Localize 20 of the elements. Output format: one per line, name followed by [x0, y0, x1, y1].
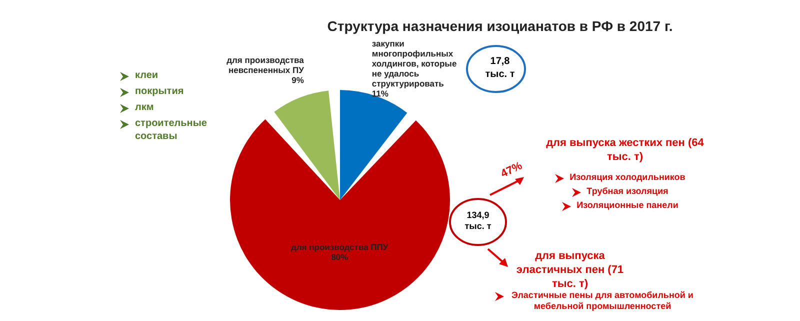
text: Изоляция холодильников	[570, 172, 686, 184]
slice-label: закупки многопрофильных холдингов, которые не удалось структурировать	[372, 38, 457, 88]
slice-label: для производства невспененных ПУ	[226, 54, 305, 75]
text: для выпуска эластичных пен (71 тыс. т)	[515, 250, 625, 291]
text: покрытия	[135, 86, 184, 98]
text: для выпуска жестких пен (64 тыс. т)	[545, 137, 705, 164]
data-label: 80%	[331, 252, 349, 262]
text: Эластичные пены для автомобильной и мебельной промышленностей	[510, 290, 694, 312]
text: Изоляционные панели	[576, 200, 678, 212]
text: строительные составы	[135, 118, 208, 143]
data-label: 11%	[372, 88, 389, 98]
data-label: 9%	[292, 74, 304, 85]
slice-label: для производства ППУ	[291, 242, 389, 252]
text: 17,8 тыс. т	[484, 56, 516, 81]
text: Трубная изоляция	[586, 186, 668, 198]
text: лкм	[135, 102, 154, 114]
text: клеи	[135, 70, 158, 82]
text: 47%	[499, 160, 525, 182]
text: 134,9 тыс. т	[464, 210, 492, 232]
text: Структура назначения изоцианатов в РФ в 2017 г.	[326, 18, 674, 34]
